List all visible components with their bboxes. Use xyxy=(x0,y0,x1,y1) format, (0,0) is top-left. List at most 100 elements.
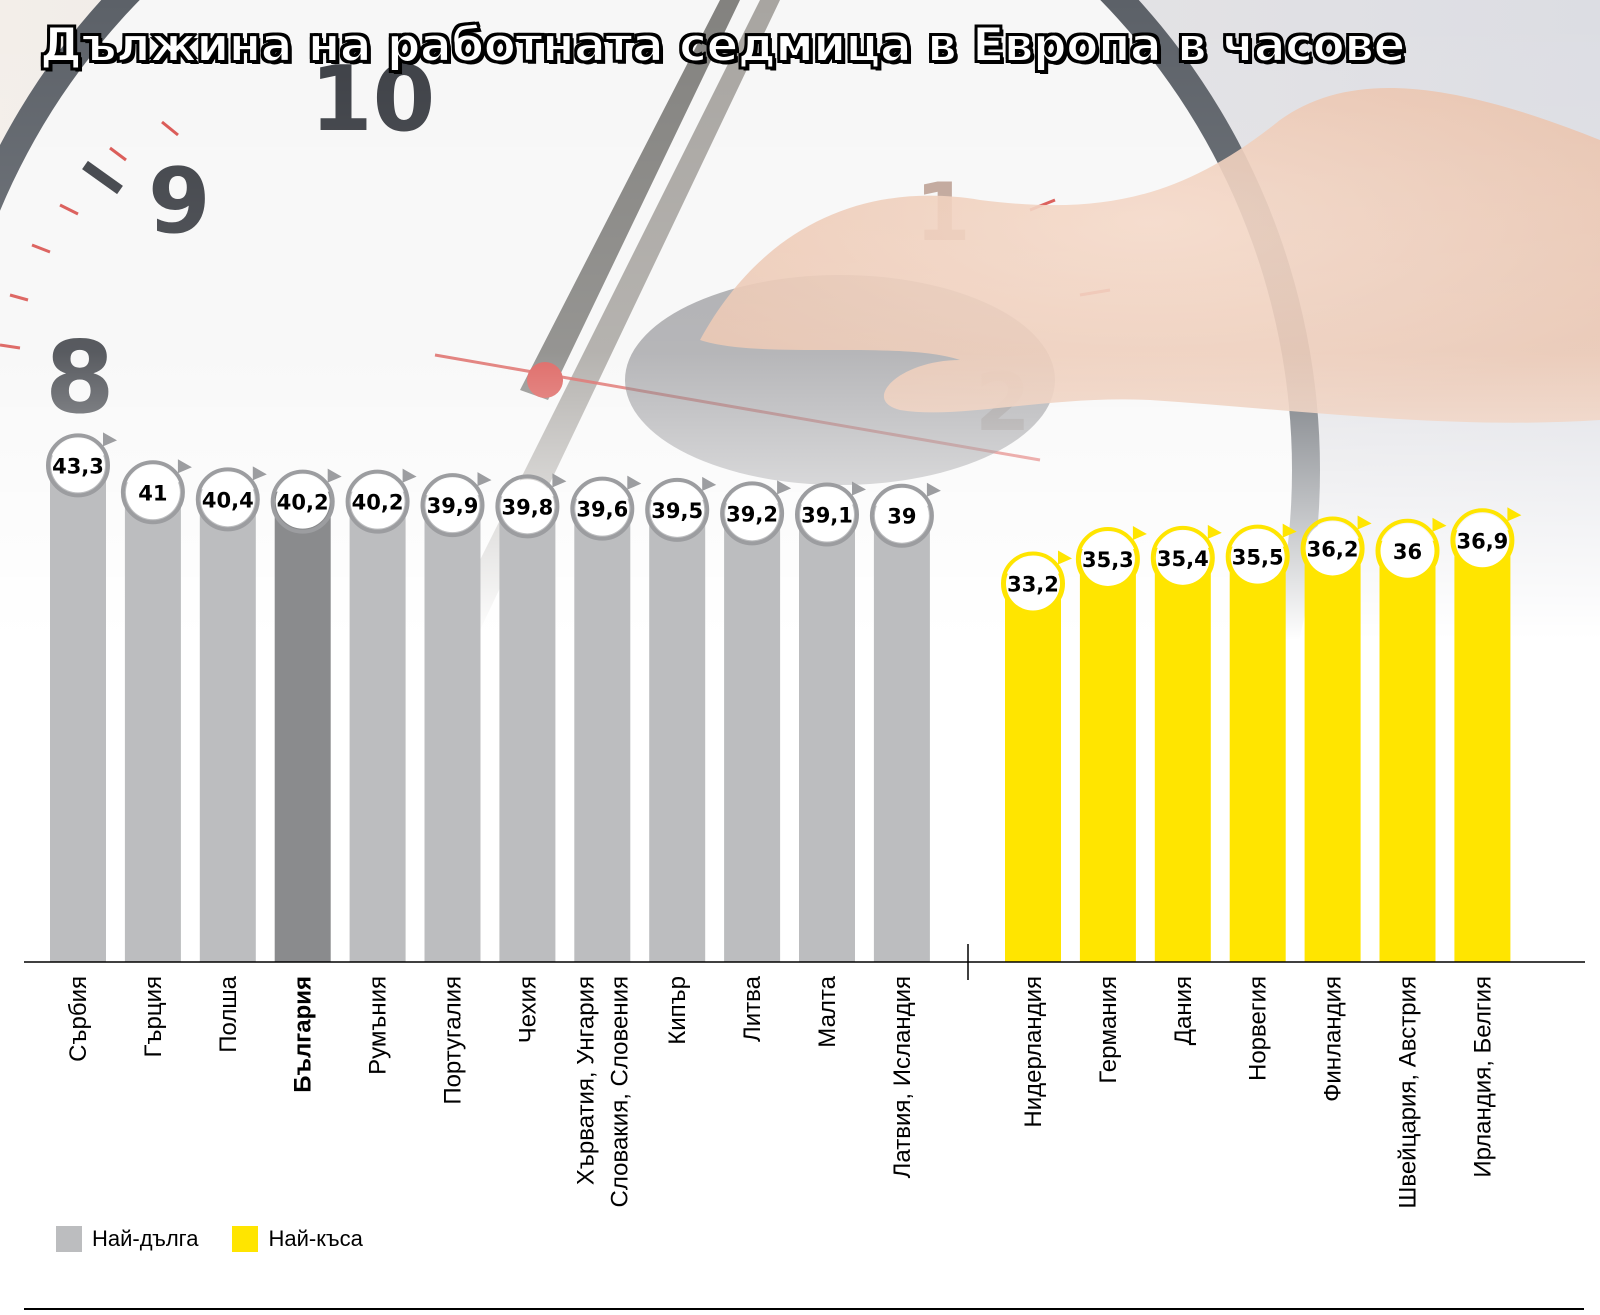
value-badge-15 xyxy=(1230,529,1285,584)
bar-2 xyxy=(199,489,256,962)
value-label-10: 39,1 xyxy=(801,504,853,528)
bar-12 xyxy=(1005,573,1061,962)
value-badge-ring-5 xyxy=(420,473,485,538)
category-label-18: Ирландия, Белгия xyxy=(1469,976,1496,1178)
value-badge-ring-2 xyxy=(195,467,260,532)
legend-swatch-short xyxy=(232,1226,259,1252)
value-badge-5 xyxy=(425,478,480,533)
value-label-9: 39,2 xyxy=(726,502,778,526)
value-label-14: 35,4 xyxy=(1157,547,1209,571)
chart-title: Дължина на работната седмица в Европа в … xyxy=(39,17,1406,74)
value-badge-18 xyxy=(1455,513,1510,568)
category-label-0: Сърбия xyxy=(65,976,92,1062)
value-badge-ring-10 xyxy=(795,482,859,547)
value-badge-8 xyxy=(650,482,705,537)
bar-18 xyxy=(1454,530,1511,962)
value-label-6: 39,8 xyxy=(501,495,553,519)
value-label-7: 39,6 xyxy=(576,498,628,522)
category-label-7: Хърватия, Унгария Словакия, Словения xyxy=(572,976,633,1207)
value-badge-1 xyxy=(125,465,180,520)
value-badge-ring-17 xyxy=(1375,518,1440,583)
value-badge-ring-3 xyxy=(270,469,335,534)
value-label-0: 43,3 xyxy=(52,454,104,478)
value-label-3: 40,2 xyxy=(277,491,329,515)
category-label-13: Германия xyxy=(1095,976,1122,1084)
value-badge-arrow-icon xyxy=(103,432,117,447)
value-badge-3 xyxy=(275,474,330,529)
bar-0 xyxy=(50,455,106,962)
value-label-16: 36,2 xyxy=(1307,537,1359,561)
category-label-15: Норвегия xyxy=(1245,976,1272,1081)
category-label-12: Нидерландия xyxy=(1020,976,1047,1128)
bar-16 xyxy=(1304,538,1361,962)
legend-swatch-long xyxy=(56,1226,82,1252)
value-badge-2 xyxy=(200,472,255,527)
value-badge-ring-8 xyxy=(645,477,710,542)
bar-17 xyxy=(1379,540,1436,962)
legend-label-long: Най-дълга xyxy=(92,1226,199,1251)
value-label-2: 40,4 xyxy=(202,488,254,512)
category-label-8: Кипър xyxy=(664,976,691,1045)
value-badge-ring-14 xyxy=(1150,525,1215,590)
value-badge-9 xyxy=(725,486,780,541)
category-label-5: Португалия xyxy=(440,976,467,1105)
value-badge-arrow-icon xyxy=(1507,507,1522,522)
bar-11 xyxy=(873,505,930,962)
value-badge-ring-6 xyxy=(495,474,560,539)
value-badge-arrow-icon xyxy=(1207,524,1222,539)
value-badge-16 xyxy=(1305,521,1360,576)
value-badge-arrow-icon xyxy=(1058,550,1072,565)
value-badge-10 xyxy=(800,487,854,542)
category-label-17: Швейцария, Австрия xyxy=(1395,976,1422,1209)
value-badge-ring-18 xyxy=(1450,508,1515,573)
legend-item-short: Най-къса xyxy=(232,1226,363,1252)
value-badge-0 xyxy=(51,438,105,493)
value-badge-ring-16 xyxy=(1300,516,1365,581)
bottom-rule xyxy=(24,1308,1584,1310)
bar-10 xyxy=(799,504,855,962)
bar-6 xyxy=(499,496,556,962)
bar-9 xyxy=(724,503,781,962)
value-label-1: 41 xyxy=(138,481,167,505)
category-label-6: Чехия xyxy=(514,976,541,1043)
value-badge-ring-12 xyxy=(1001,551,1065,616)
bar-7 xyxy=(574,498,631,962)
value-badge-arrow-icon xyxy=(852,481,866,496)
value-badge-13 xyxy=(1080,531,1135,586)
bar-1 xyxy=(124,482,181,962)
value-badge-arrow-icon xyxy=(627,475,642,490)
value-label-12: 33,2 xyxy=(1007,573,1059,597)
value-badge-arrow-icon xyxy=(402,468,417,483)
value-label-4: 40,2 xyxy=(352,491,404,515)
bar-14 xyxy=(1154,547,1211,962)
value-badge-11 xyxy=(874,488,929,543)
bar-8 xyxy=(649,499,706,962)
value-badge-6 xyxy=(500,479,555,534)
value-badge-arrow-icon xyxy=(1357,515,1372,530)
value-badge-arrow-icon xyxy=(177,459,192,474)
value-badge-arrow-icon xyxy=(327,468,342,483)
value-badge-arrow-icon xyxy=(702,476,717,491)
value-badge-arrow-icon xyxy=(477,472,492,487)
bar-13 xyxy=(1079,548,1136,962)
category-label-16: Финландия xyxy=(1320,976,1347,1102)
value-badge-arrow-icon xyxy=(926,482,941,497)
bar-15 xyxy=(1229,546,1286,962)
value-badge-ring-13 xyxy=(1075,526,1140,591)
bar-3 xyxy=(274,491,331,962)
value-badge-ring-11 xyxy=(869,483,934,548)
value-label-8: 39,5 xyxy=(651,499,703,523)
value-badge-ring-0 xyxy=(46,433,110,498)
value-badge-arrow-icon xyxy=(1282,523,1297,538)
value-badge-arrow-icon xyxy=(252,466,267,481)
category-label-11: Латвия, Исландия xyxy=(889,976,916,1178)
value-label-11: 39 xyxy=(887,505,916,529)
value-badge-7 xyxy=(575,481,630,536)
value-badge-arrow-icon xyxy=(1432,517,1447,532)
value-badge-4 xyxy=(350,474,405,529)
value-badge-arrow-icon xyxy=(1132,525,1147,540)
category-label-2: Полша xyxy=(215,975,242,1052)
category-label-4: Румъния xyxy=(365,976,392,1075)
value-badge-17 xyxy=(1380,523,1435,578)
value-badge-12 xyxy=(1006,556,1060,611)
